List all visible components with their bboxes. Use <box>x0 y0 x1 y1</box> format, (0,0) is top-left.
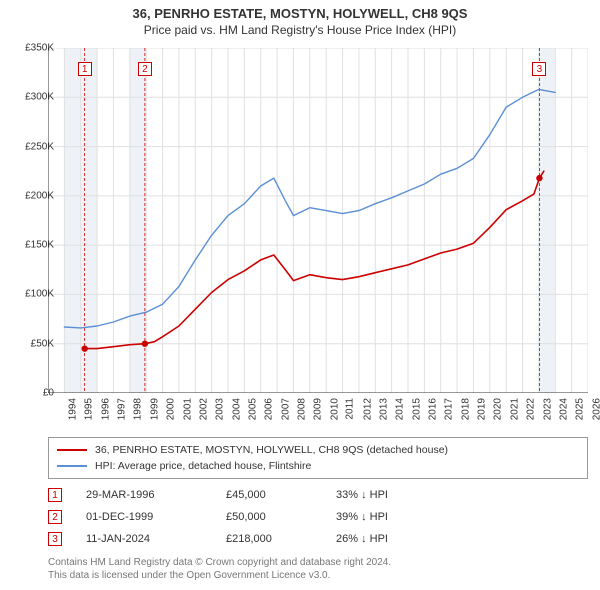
event-price: £45,000 <box>226 489 336 501</box>
y-tick-label: £250K <box>25 141 54 152</box>
x-tick-label: 2000 <box>165 398 176 420</box>
event-marker: 1 <box>48 488 62 502</box>
x-tick-label: 2008 <box>296 398 307 420</box>
chart-container: 36, PENRHO ESTATE, MOSTYN, HOLYWELL, CH8… <box>0 0 600 590</box>
event-price: £218,000 <box>226 533 336 545</box>
x-tick-label: 2019 <box>476 398 487 420</box>
x-tick-label: 2020 <box>493 398 504 420</box>
x-tick-label: 2003 <box>215 398 226 420</box>
event-delta: 33% ↓ HPI <box>336 489 388 501</box>
event-row: 3 11-JAN-2024 £218,000 26% ↓ HPI <box>48 528 588 550</box>
x-tick-label: 2002 <box>198 398 209 420</box>
y-tick-label: £100K <box>25 289 54 300</box>
x-tick-label: 2026 <box>591 398 600 420</box>
x-tick-label: 2005 <box>247 398 258 420</box>
x-tick-label: 2009 <box>313 398 324 420</box>
event-delta: 39% ↓ HPI <box>336 511 388 523</box>
events-table: 1 29-MAR-1996 £45,000 33% ↓ HPI 2 01-DEC… <box>48 484 588 550</box>
sale-marker-box: 1 <box>78 62 92 76</box>
x-tick-label: 2012 <box>362 398 373 420</box>
x-tick-label: 1996 <box>100 398 111 420</box>
event-row: 1 29-MAR-1996 £45,000 33% ↓ HPI <box>48 484 588 506</box>
event-marker: 3 <box>48 532 62 546</box>
x-tick-label: 2011 <box>345 398 356 420</box>
footer-line: Contains HM Land Registry data © Crown c… <box>48 556 391 569</box>
y-tick-label: £300K <box>25 92 54 103</box>
x-tick-label: 2007 <box>280 398 291 420</box>
event-marker: 2 <box>48 510 62 524</box>
legend: 36, PENRHO ESTATE, MOSTYN, HOLYWELL, CH8… <box>48 437 588 479</box>
x-tick-label: 1997 <box>116 398 127 420</box>
x-tick-label: 2023 <box>542 398 553 420</box>
event-price: £50,000 <box>226 511 336 523</box>
x-tick-label: 2017 <box>444 398 455 420</box>
y-tick-label: £200K <box>25 190 54 201</box>
chart-area <box>48 48 588 393</box>
x-tick-label: 2016 <box>427 398 438 420</box>
x-tick-label: 2010 <box>329 398 340 420</box>
event-date: 29-MAR-1996 <box>86 489 226 501</box>
x-tick-label: 2014 <box>395 398 406 420</box>
x-tick-label: 2015 <box>411 398 422 420</box>
x-tick-label: 2006 <box>264 398 275 420</box>
x-tick-label: 1998 <box>133 398 144 420</box>
y-tick-label: £50K <box>31 338 54 349</box>
event-date: 11-JAN-2024 <box>86 533 226 545</box>
event-row: 2 01-DEC-1999 £50,000 39% ↓ HPI <box>48 506 588 528</box>
legend-label: HPI: Average price, detached house, Flin… <box>95 460 311 472</box>
x-tick-label: 2022 <box>525 398 536 420</box>
legend-row: HPI: Average price, detached house, Flin… <box>57 458 579 474</box>
x-tick-label: 2021 <box>509 398 520 420</box>
event-date: 01-DEC-1999 <box>86 511 226 523</box>
x-tick-label: 2024 <box>558 398 569 420</box>
y-tick-label: £350K <box>25 43 54 54</box>
event-delta: 26% ↓ HPI <box>336 533 388 545</box>
page-subtitle: Price paid vs. HM Land Registry's House … <box>0 21 600 41</box>
x-tick-label: 2018 <box>460 398 471 420</box>
x-tick-label: 2001 <box>182 398 193 420</box>
footer-attribution: Contains HM Land Registry data © Crown c… <box>48 556 391 582</box>
price-chart <box>48 48 588 393</box>
legend-row: 36, PENRHO ESTATE, MOSTYN, HOLYWELL, CH8… <box>57 442 579 458</box>
sale-marker-box: 2 <box>138 62 152 76</box>
y-tick-label: £150K <box>25 240 54 251</box>
x-tick-label: 1995 <box>84 398 95 420</box>
legend-label: 36, PENRHO ESTATE, MOSTYN, HOLYWELL, CH8… <box>95 444 448 456</box>
legend-swatch <box>57 465 87 467</box>
sale-marker-box: 3 <box>532 62 546 76</box>
x-tick-label: 2013 <box>378 398 389 420</box>
x-tick-label: 2025 <box>575 398 586 420</box>
x-tick-label: 1999 <box>149 398 160 420</box>
y-tick-label: £0 <box>43 388 54 399</box>
x-tick-label: 2004 <box>231 398 242 420</box>
x-tick-label: 1994 <box>67 398 78 420</box>
page-title: 36, PENRHO ESTATE, MOSTYN, HOLYWELL, CH8… <box>0 0 600 21</box>
legend-swatch <box>57 449 87 451</box>
footer-line: This data is licensed under the Open Gov… <box>48 569 391 582</box>
